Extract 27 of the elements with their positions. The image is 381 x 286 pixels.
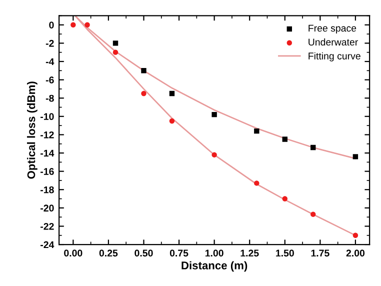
y-axis-title: Optical loss (dBm) [27, 82, 38, 179]
y-tick-label: -22 [40, 222, 54, 230]
y-tick-label: -12 [40, 131, 54, 138]
y-tick-label: -16 [40, 168, 54, 175]
y-tick-label: -4 [46, 58, 54, 66]
x-tick-label: 0.00 [64, 250, 82, 257]
y-tick-label: 0 [49, 22, 54, 28]
legend-label: Free space [308, 24, 356, 34]
x-tick-label: 1.75 [311, 250, 330, 257]
y-tick-label: -14 [40, 150, 54, 157]
legend-label: Underwater [308, 38, 358, 46]
x-tick-label: 0.25 [99, 250, 118, 257]
x-tick-label: 1.00 [205, 250, 224, 257]
y-tick-label: -6 [46, 76, 54, 84]
legend-label: Fitting curve [308, 52, 360, 62]
y-tick-label: -18 [40, 186, 54, 194]
y-tick-label: -10 [40, 113, 54, 120]
x-axis-title: Distance (m) [182, 261, 248, 272]
x-tick-label: 0.50 [134, 250, 153, 257]
x-tick-label: 1.25 [240, 250, 259, 257]
x-tick-label: 2.00 [346, 250, 365, 257]
x-tick-label: 0.75 [170, 250, 188, 257]
x-tick-label: 1.50 [276, 250, 294, 257]
y-tick-label: -8 [46, 94, 54, 102]
y-tick-label: -20 [40, 204, 54, 212]
y-tick-label: -24 [40, 241, 54, 248]
y-tick-label: -2 [46, 40, 54, 47]
